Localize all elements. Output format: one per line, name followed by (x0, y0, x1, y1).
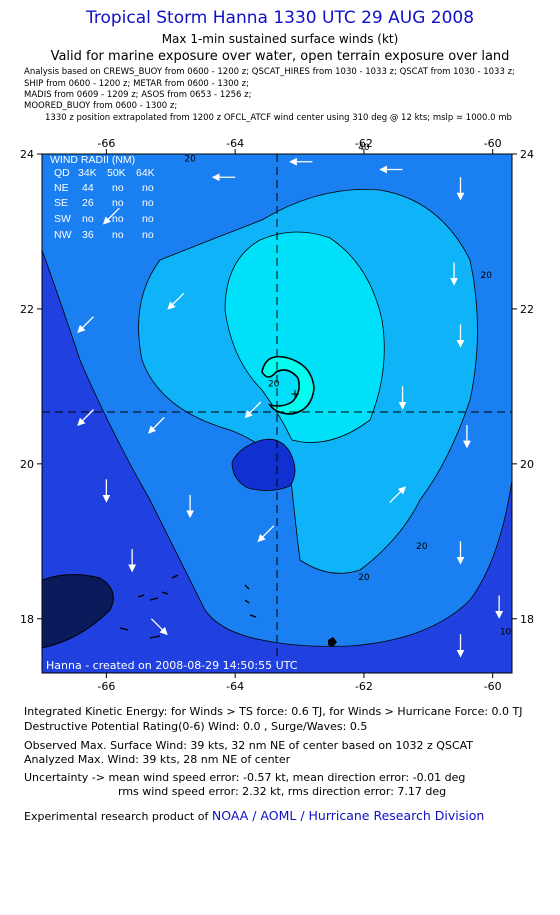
svg-text:QD: QD (54, 167, 70, 179)
x-tick-label-top: -66 (97, 137, 115, 150)
svg-text:no: no (112, 197, 124, 209)
svg-text:no: no (142, 182, 154, 194)
svg-text:50K: 50K (107, 167, 126, 179)
wind-vector (257, 525, 275, 543)
y-tick-label-right: 24 (520, 148, 534, 161)
y-tick-label-left: 24 (20, 148, 34, 161)
source-line-2: SHIP from 0600 - 1200 z; METAR from 0600… (24, 79, 249, 89)
contour-label: 20 (358, 573, 370, 583)
land-leewards (119, 574, 257, 639)
svg-text:no: no (142, 197, 154, 209)
ike-text: Integrated Kinetic Energy: for Winds > T… (24, 705, 523, 718)
uncertainty-line-1: Uncertainty -> mean wind speed error: -0… (24, 771, 466, 784)
contour-label: 40 (358, 143, 370, 153)
creation-stamp: Hanna - created on 2008-08-29 14:50:55 U… (46, 659, 298, 672)
x-tick-label-bottom: -62 (355, 680, 373, 693)
y-tick-label-right: 22 (520, 303, 534, 316)
deep-blue-lobe (231, 438, 296, 491)
y-tick-label-right: 18 (520, 613, 534, 626)
contour-label-layer: 40 20 20 20 20 20 10 (184, 143, 511, 637)
svg-text:36: 36 (82, 229, 94, 241)
wind-vector (77, 409, 94, 426)
wind-vector (389, 486, 406, 504)
x-tick-label-bottom: -60 (484, 680, 502, 693)
max-wind-marker: + (290, 387, 300, 401)
y-tick-label-left: 22 (20, 303, 34, 316)
chart-subtitle: Max 1-min sustained surface winds (kt) (161, 32, 399, 46)
plot-frame (41, 153, 513, 674)
contour-label: 20 (416, 542, 428, 552)
svg-text:44: 44 (82, 182, 94, 194)
contour-core-39kt (261, 355, 315, 415)
x-tick-label-top: -60 (484, 137, 502, 150)
observed-max-text: Observed Max. Surface Wind: 39 kts, 32 n… (24, 739, 474, 752)
credit-line: Experimental research product of NOAA / … (24, 808, 484, 823)
x-tick-label-top: -62 (355, 137, 373, 150)
validity-note: Valid for marine exposure over water, op… (50, 49, 510, 64)
x-tick-label-top: -64 (226, 137, 244, 150)
x-tick-label-bottom: -66 (97, 680, 115, 693)
x-tick-label-bottom: -64 (226, 680, 244, 693)
svg-text:no: no (112, 182, 124, 194)
svg-text:no: no (142, 229, 154, 241)
wind-vector-layer (77, 157, 504, 658)
contour-label: 10 (500, 627, 512, 637)
contour-label: 20 (268, 379, 280, 389)
svg-text:no: no (142, 213, 154, 225)
svg-text:64K: 64K (136, 167, 155, 179)
y-tick-label-left: 20 (20, 458, 34, 471)
svg-text:NW: NW (54, 229, 72, 241)
svg-text:no: no (112, 229, 124, 241)
svg-text:no: no (82, 213, 94, 225)
wind-vector (102, 207, 120, 225)
wind-vector (148, 416, 165, 434)
source-line-3: MADIS from 0609 - 1209 z; ASOS from 0653… (24, 90, 252, 100)
svg-text:34K: 34K (78, 167, 97, 179)
wind-radii-table: WIND RADII (NM) QD 34K 50K 64K NE 44 no … (50, 154, 155, 241)
uncertainty-line-2: rms wind speed error: 2.32 kt, rms direc… (118, 785, 447, 798)
wind-radii-title: WIND RADII (NM) (50, 154, 135, 166)
svg-text:26: 26 (82, 197, 94, 209)
land-antigua (328, 637, 337, 647)
source-line-4: MOORED_BUOY from 0600 - 1300 z; (24, 101, 178, 111)
wind-vector (167, 292, 185, 310)
y-tick-label-right: 20 (520, 458, 534, 471)
land-virgin-islands (42, 574, 114, 649)
chart-title: Tropical Storm Hanna 1330 UTC 29 AUG 200… (85, 8, 475, 28)
wind-vector (77, 316, 94, 333)
hrd-link[interactable]: NOAA / AOML / Hurricane Research Divisio… (211, 808, 485, 823)
svg-text:SW: SW (54, 213, 71, 225)
credit-prefix: Experimental research product of (24, 810, 209, 823)
source-line-5: 1330 z position extrapolated from 1200 z… (45, 113, 512, 123)
svg-text:no: no (112, 213, 124, 225)
analyzed-max-text: Analyzed Max. Wind: 39 kts, 28 nm NE of … (24, 753, 291, 766)
contour-label: 20 (481, 271, 493, 281)
svg-text:NE: NE (54, 182, 69, 194)
dpr-text: Destructive Potential Rating(0-6) Wind: … (24, 720, 368, 733)
contour-band-35kt (224, 231, 385, 443)
contour-label: 20 (184, 155, 196, 165)
wind-vector (150, 618, 168, 636)
axis-layer: -66 -66 -64 -64 -62 -62 -60 -60 18 18 20 20 22 22 24 24 (20, 137, 534, 693)
source-line-1: Analysis based on CREWS_BUOY from 0600 -… (24, 67, 515, 77)
y-tick-label-left: 18 (20, 613, 34, 626)
wind-vector (244, 401, 262, 419)
svg-text:SE: SE (54, 197, 68, 209)
wind-field-map: 40 20 20 20 20 20 10 + WIND RADII (NM) QD 34K … (20, 137, 534, 693)
